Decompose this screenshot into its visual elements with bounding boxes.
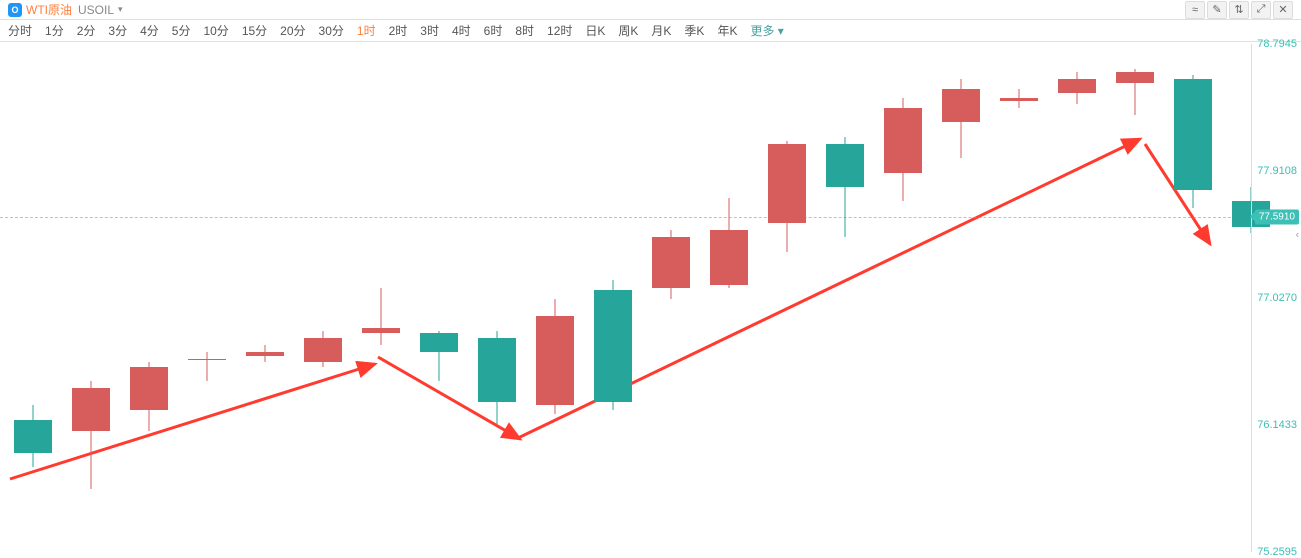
timeframe-30分[interactable]: 30分 [319,22,344,39]
timeframe-4分[interactable]: 4分 [140,22,159,39]
timeframe-年K[interactable]: 年K [717,22,737,39]
timeframe-20分[interactable]: 20分 [280,22,305,39]
timeframe-1时[interactable]: 1时 [357,22,376,39]
candle[interactable] [478,44,516,552]
timeframe-3时[interactable]: 3时 [420,22,439,39]
candle[interactable] [246,44,284,552]
y-axis-label: 76.1433 [1257,419,1297,431]
timeframe-10分[interactable]: 10分 [203,22,228,39]
candle[interactable] [652,44,690,552]
candle[interactable] [1174,44,1212,552]
y-axis-label: 78.7945 [1257,38,1297,50]
timeframe-分时[interactable]: 分时 [8,22,32,39]
candle[interactable] [130,44,168,552]
tool-trend[interactable]: ≈ [1185,1,1205,19]
candle[interactable] [362,44,400,552]
candle[interactable] [536,44,574,552]
candle[interactable] [188,44,226,552]
tool-indicator[interactable]: ⇅ [1229,1,1249,19]
timeframe-4时[interactable]: 4时 [452,22,471,39]
timeframe-日K[interactable]: 日K [585,22,605,39]
timeframe-季K[interactable]: 季K [684,22,704,39]
candle[interactable] [304,44,342,552]
timeframe-月K[interactable]: 月K [651,22,671,39]
candle[interactable] [420,44,458,552]
timeframe-12时[interactable]: 12时 [547,22,572,39]
y-axis-label: 77.9108 [1257,165,1297,177]
candle[interactable] [72,44,110,552]
timeframe-3分[interactable]: 3分 [108,22,127,39]
candle[interactable] [1058,44,1096,552]
chevron-down-icon[interactable]: ▾ [118,4,123,15]
toolbar: ≈✎⇅⤢✕ [1185,1,1293,19]
candle[interactable] [768,44,806,552]
timeframe-2时[interactable]: 2时 [389,22,408,39]
candle[interactable] [710,44,748,552]
candle[interactable] [1116,44,1154,552]
logo-icon: O [8,3,22,17]
chart-plot[interactable] [0,44,1251,552]
symbol-title[interactable]: WTI原油 [26,1,72,18]
timeframe-5分[interactable]: 5分 [172,22,191,39]
tool-edit[interactable]: ✎ [1207,1,1227,19]
candle[interactable] [14,44,52,552]
candle[interactable] [1000,44,1038,552]
candle[interactable] [826,44,864,552]
timeframe-2分[interactable]: 2分 [77,22,96,39]
symbol-code: USOIL [78,3,114,17]
chart-header: O WTI原油 USOIL ▾ ≈✎⇅⤢✕ [0,0,1301,20]
timeframe-bar: 分时 1分 2分 3分 4分 5分 10分 15分 20分 30分 1时 2时 3时 4时 6时 8时 12时日… [0,20,1301,42]
candle[interactable] [884,44,922,552]
tool-close[interactable]: ✕ [1273,1,1293,19]
candle[interactable] [942,44,980,552]
timeframe-15分[interactable]: 15分 [242,22,267,39]
expand-icon[interactable]: ‹ [1296,229,1299,240]
timeframe-8时[interactable]: 8时 [515,22,534,39]
y-axis-label: 77.0270 [1257,292,1297,304]
y-axis: 78.794577.910877.027076.143375.259577.59… [1251,44,1301,552]
current-price-tag: 77.5910 [1255,209,1299,224]
tool-compress[interactable]: ⤢ [1251,1,1271,19]
timeframe-1分[interactable]: 1分 [45,22,64,39]
candle[interactable] [594,44,632,552]
timeframe-周K[interactable]: 周K [618,22,638,39]
y-axis-label: 75.2595 [1257,546,1297,558]
timeframe-more[interactable]: 更多 ▾ [750,22,783,39]
timeframe-6时[interactable]: 6时 [484,22,503,39]
